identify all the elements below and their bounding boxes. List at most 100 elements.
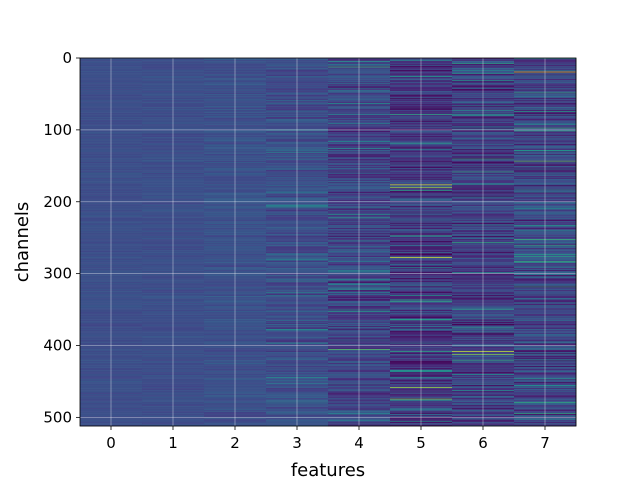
heatmap-cell	[204, 328, 267, 330]
heatmap-cell	[266, 418, 329, 420]
heatmap-cell	[390, 380, 453, 382]
heatmap-cell	[142, 89, 205, 91]
heatmap-cell	[452, 219, 515, 221]
heatmap-cell	[266, 255, 329, 257]
heatmap-cell	[390, 162, 453, 164]
heatmap-cell	[142, 329, 205, 331]
heatmap-cell	[390, 107, 453, 109]
heatmap-cell	[142, 378, 205, 380]
heatmap-cell	[142, 201, 205, 203]
heatmap-cell	[390, 124, 453, 126]
heatmap-cell	[328, 423, 391, 425]
heatmap-cell	[452, 244, 515, 246]
heatmap-cell	[204, 70, 267, 72]
heatmap-cell	[80, 120, 143, 122]
heatmap-cell	[328, 389, 391, 391]
heatmap-cell	[390, 228, 453, 230]
heatmap-cell	[514, 156, 577, 158]
heatmap-cell	[452, 133, 515, 135]
heatmap-cell	[80, 60, 143, 62]
heatmap-cell	[328, 101, 391, 103]
heatmap-cell	[328, 248, 391, 250]
heatmap-cell	[390, 99, 453, 101]
heatmap-cell	[266, 265, 329, 267]
heatmap-cell	[142, 279, 205, 281]
heatmap-cell	[452, 262, 515, 264]
heatmap-cell	[142, 58, 205, 60]
heatmap-cell	[390, 341, 453, 343]
heatmap-cell	[266, 412, 329, 414]
heatmap-cell	[390, 83, 453, 85]
heatmap-cell	[204, 395, 267, 397]
heatmap-cell	[390, 281, 453, 283]
heatmap-cell	[204, 378, 267, 380]
heatmap-cell	[390, 316, 453, 318]
heatmap-cell	[390, 421, 453, 423]
heatmap-cell	[390, 181, 453, 183]
heatmap-cell	[514, 331, 577, 333]
heatmap-cell	[452, 242, 515, 244]
heatmap-cell	[204, 318, 267, 320]
heatmap-cell	[452, 394, 515, 396]
heatmap-cell	[452, 85, 515, 87]
heatmap-cell	[452, 212, 515, 214]
heatmap-cell	[514, 336, 577, 338]
heatmap-cell	[142, 305, 205, 307]
heatmap-cell	[328, 217, 391, 219]
heatmap-cell	[452, 371, 515, 373]
heatmap-cell	[204, 325, 267, 327]
heatmap-cell	[514, 70, 577, 72]
heatmap-cell	[514, 321, 577, 323]
heatmap-cell	[80, 303, 143, 305]
heatmap-cell	[142, 71, 205, 73]
heatmap-cell	[328, 66, 391, 68]
heatmap-cell	[452, 357, 515, 359]
heatmap-cell	[390, 71, 453, 73]
heatmap-cell	[80, 332, 143, 334]
heatmap-cell	[514, 411, 577, 413]
heatmap-cell	[452, 221, 515, 223]
heatmap-cell	[514, 277, 577, 279]
heatmap-cell	[80, 354, 143, 356]
heatmap-cell	[266, 195, 329, 197]
heatmap-cell	[142, 414, 205, 416]
heatmap-cell	[390, 325, 453, 327]
heatmap-cell	[390, 208, 453, 210]
heatmap-cell	[80, 403, 143, 405]
heatmap-cell	[142, 275, 205, 277]
heatmap-cell	[142, 310, 205, 312]
heatmap-cell	[80, 339, 143, 341]
heatmap-cell	[390, 93, 453, 95]
heatmap-cell	[390, 265, 453, 267]
heatmap-cell	[142, 148, 205, 150]
heatmap-cell	[328, 180, 391, 182]
heatmap-cell	[142, 307, 205, 309]
heatmap-cell	[514, 283, 577, 285]
heatmap-cell	[80, 230, 143, 232]
heatmap-cell	[142, 107, 205, 109]
heatmap-cell	[266, 352, 329, 354]
heatmap-cell	[266, 211, 329, 213]
heatmap-cell	[266, 84, 329, 86]
heatmap-cell	[328, 309, 391, 311]
heatmap-cell	[266, 185, 329, 187]
heatmap-cell	[204, 286, 267, 288]
heatmap-cell	[80, 134, 143, 136]
heatmap-cell	[80, 244, 143, 246]
heatmap-cell	[390, 406, 453, 408]
heatmap-cell	[390, 157, 453, 159]
heatmap-cell	[328, 211, 391, 213]
heatmap-cell	[142, 257, 205, 259]
heatmap-cell	[390, 244, 453, 246]
heatmap-cell	[204, 262, 267, 264]
heatmap-cell	[328, 223, 391, 225]
heatmap-cell	[514, 414, 577, 416]
heatmap-cell	[204, 382, 267, 384]
heatmap-cell	[80, 327, 143, 329]
heatmap-cell	[204, 65, 267, 67]
heatmap-cell	[80, 174, 143, 176]
heatmap-cell	[452, 214, 515, 216]
heatmap-cell	[514, 148, 577, 150]
heatmap-cell	[328, 357, 391, 359]
heatmap-cell	[514, 113, 577, 115]
